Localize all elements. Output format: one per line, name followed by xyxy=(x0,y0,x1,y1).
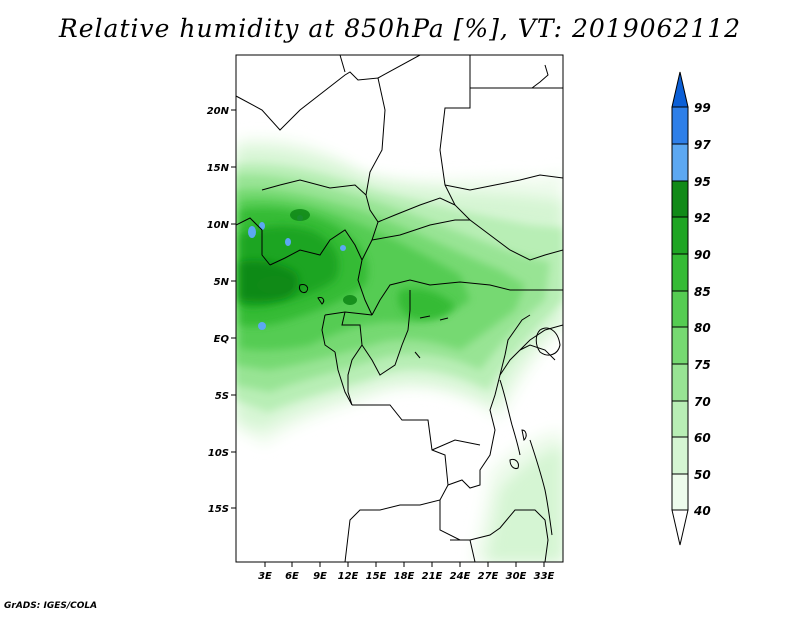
lat-label-20n: 20N xyxy=(207,106,230,117)
colorbar-label-99: 99 xyxy=(694,101,711,115)
lat-axis: 20N 15N 10N 5N EQ 5S 10S 15S xyxy=(207,106,236,515)
colorbar-bottom-arrow xyxy=(671,509,689,546)
colorbar xyxy=(671,71,689,546)
colorbar-seg-90 xyxy=(671,216,689,255)
humidity-field xyxy=(236,137,563,562)
colorbar-label-85: 85 xyxy=(694,285,711,299)
colorbar-seg-60 xyxy=(671,400,689,438)
colorbar-seg-50 xyxy=(671,436,689,475)
lat-label-5s: 5S xyxy=(215,391,229,402)
colorbar-seg-92 xyxy=(671,180,689,218)
lat-label-5n: 5N xyxy=(214,277,230,288)
lon-label-3e: 3E xyxy=(258,571,272,582)
colorbar-seg-75 xyxy=(671,326,689,365)
lat-label-15n: 15N xyxy=(207,163,230,174)
lat-label-10n: 10N xyxy=(207,220,230,231)
lon-label-9e: 9E xyxy=(313,571,327,582)
lon-label-6e: 6E xyxy=(285,571,299,582)
country-borders xyxy=(236,55,563,562)
lon-label-21e: 21E xyxy=(422,571,443,582)
lon-label-33e: 33E xyxy=(534,571,555,582)
lon-label-12e: 12E xyxy=(338,571,359,582)
credit-label: GrADS: IGES/COLA xyxy=(4,601,98,611)
colorbar-label-75: 75 xyxy=(694,358,711,372)
lon-label-24e: 24E xyxy=(450,571,471,582)
colorbar-label-92: 92 xyxy=(694,211,711,225)
colorbar-seg-97 xyxy=(671,106,689,145)
colorbar-label-60: 60 xyxy=(694,431,711,445)
lon-axis: 3E 6E 9E 12E 15E 18E 21E 24E 27E 30E 33E xyxy=(258,562,555,582)
colorbar-top-arrow xyxy=(671,71,689,108)
colorbar-seg-40 xyxy=(671,473,689,511)
rh-band-50-se xyxy=(485,445,563,562)
rh-band-92-cores xyxy=(257,209,357,305)
lakes xyxy=(299,64,561,536)
lon-label-27e: 27E xyxy=(478,571,499,582)
colorbar-label-90: 90 xyxy=(694,248,711,262)
colorbar-label-40: 40 xyxy=(693,504,711,518)
map-frame xyxy=(235,54,564,563)
colorbar-seg-70 xyxy=(671,363,689,402)
map-title: Relative humidity at 850hPa [%], VT: 201… xyxy=(58,14,742,43)
colorbar-seg-85 xyxy=(671,253,689,292)
lon-label-15e: 15E xyxy=(366,571,387,582)
colorbar-seg-95 xyxy=(671,143,689,182)
colorbar-labels: 99 97 95 92 90 85 80 75 70 60 50 40 xyxy=(693,101,711,518)
rh-band-85-east xyxy=(398,288,455,320)
lat-label-10s: 10S xyxy=(208,448,229,459)
lon-label-18e: 18E xyxy=(394,571,415,582)
lat-label-15s: 15S xyxy=(208,504,229,515)
colorbar-label-70: 70 xyxy=(694,395,711,409)
colorbar-label-95: 95 xyxy=(694,175,711,189)
lon-label-30e: 30E xyxy=(506,571,527,582)
colorbar-label-97: 97 xyxy=(694,138,711,152)
lat-label-eq: EQ xyxy=(214,334,230,345)
colorbar-label-80: 80 xyxy=(694,321,711,335)
colorbar-label-50: 50 xyxy=(694,468,711,482)
colorbar-seg-80 xyxy=(671,290,689,328)
